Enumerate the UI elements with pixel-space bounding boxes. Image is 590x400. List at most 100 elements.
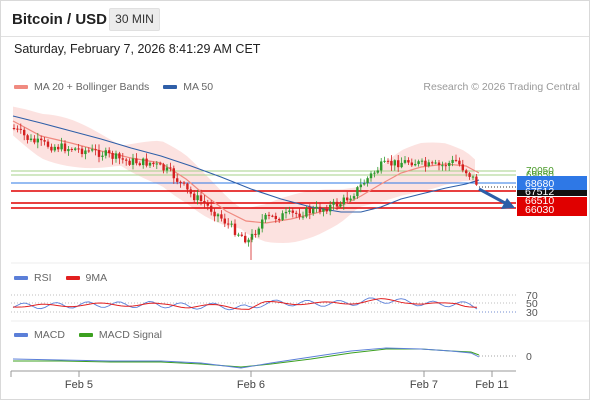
candle-body (281, 213, 284, 220)
ma20-legend-swatch (14, 85, 28, 89)
candle-body (145, 158, 148, 166)
candle-body (244, 235, 247, 243)
timeframe-button[interactable]: 30 MIN (109, 8, 160, 31)
x-axis: Feb 5 Feb 6 Feb 7 Feb 11 (10, 370, 516, 391)
candle-body (104, 150, 107, 156)
rsi-9ma-legend-swatch (65, 276, 80, 280)
macd-legend-swatch (14, 333, 28, 337)
rsi-9ma-legend-label: 9MA (85, 272, 108, 284)
x-label-feb5: Feb 5 (65, 379, 93, 391)
candle-body (36, 138, 39, 143)
candle-body (131, 158, 135, 165)
candle-body (274, 215, 277, 220)
candle-body (70, 149, 73, 151)
candle-body (301, 216, 305, 218)
candle-body (346, 197, 349, 201)
candle-body (257, 228, 260, 235)
candle-body (40, 138, 43, 141)
candle-body (230, 223, 233, 225)
main-legend: MA 20 + Bollinger Bands MA 50 (14, 81, 213, 93)
candle-body (87, 150, 90, 152)
candle-body (261, 219, 264, 229)
candle-body (437, 162, 441, 166)
candle-body (155, 163, 158, 165)
candle-body (162, 164, 165, 171)
candle-body (196, 195, 199, 201)
candle-body (57, 146, 60, 150)
candle-body (315, 206, 318, 209)
candle-body (465, 170, 468, 174)
candle-body (213, 211, 216, 217)
candle-body (291, 210, 294, 213)
candle-body (142, 158, 145, 166)
candle-body (369, 173, 373, 179)
candle-body (189, 189, 192, 194)
rsi-legend-label: RSI (34, 272, 52, 284)
rsi-level-label: 70 (526, 290, 538, 302)
candle-body (169, 167, 172, 169)
macd-signal-line (13, 348, 480, 368)
support-2-tag (517, 197, 587, 216)
candle-body (397, 160, 400, 168)
candle-body (94, 149, 97, 151)
x-label-feb7: Feb 7 (410, 379, 438, 391)
candle-body (349, 198, 352, 201)
candle-body (206, 203, 209, 206)
candle-body (193, 193, 196, 201)
candle-body (26, 135, 29, 140)
candle-body (135, 158, 138, 164)
candle-body (121, 158, 124, 160)
candle-body (128, 160, 131, 165)
candle-body (471, 176, 475, 178)
candle-body (29, 138, 33, 140)
candle-body (386, 160, 390, 162)
ma50-line (12, 115, 480, 213)
rsi-9ma-line (12, 298, 478, 310)
candle-body (237, 234, 240, 236)
candle-body (80, 148, 84, 155)
candle-body (335, 201, 339, 207)
candle-body (233, 223, 237, 235)
candle-body (424, 160, 427, 167)
candle-body (376, 170, 379, 173)
candle-body (407, 160, 410, 163)
macd-signal-legend-label: MACD Signal (98, 329, 162, 341)
candle-body (74, 148, 77, 150)
candle-body (46, 141, 50, 147)
candle-body (108, 150, 111, 154)
candle-body (468, 173, 471, 177)
candle-body (220, 214, 223, 219)
candle-body (60, 143, 63, 150)
candle-body (295, 212, 298, 214)
macd-panel: 0 (11, 320, 589, 369)
candle-body (451, 159, 454, 163)
candle-body (182, 182, 186, 184)
candle-body (352, 196, 356, 199)
x-label-feb6: Feb 6 (237, 379, 265, 391)
candle-body (383, 160, 386, 162)
candle-body (227, 223, 230, 225)
candle-body (210, 205, 213, 212)
ma20-legend-label: MA 20 + Bollinger Bands (34, 81, 150, 93)
candle-body (254, 233, 257, 235)
candle-body (444, 165, 447, 167)
candle-body (247, 239, 250, 243)
candle-body (363, 183, 366, 185)
candle-body (67, 149, 70, 152)
forecast-arrow (478, 187, 515, 209)
candle-body (152, 162, 155, 165)
candle-body (43, 140, 46, 142)
candle-body (264, 214, 267, 220)
candle-body (403, 160, 407, 163)
research-credit: Research © 2026 Trading Central (423, 81, 580, 93)
candle-body (101, 155, 104, 157)
candle-body (431, 162, 434, 164)
candle-body (179, 181, 182, 183)
candle-body (118, 153, 121, 159)
rsi-legend-swatch (14, 276, 28, 280)
candle-body (165, 167, 169, 171)
candle-body (373, 172, 376, 174)
